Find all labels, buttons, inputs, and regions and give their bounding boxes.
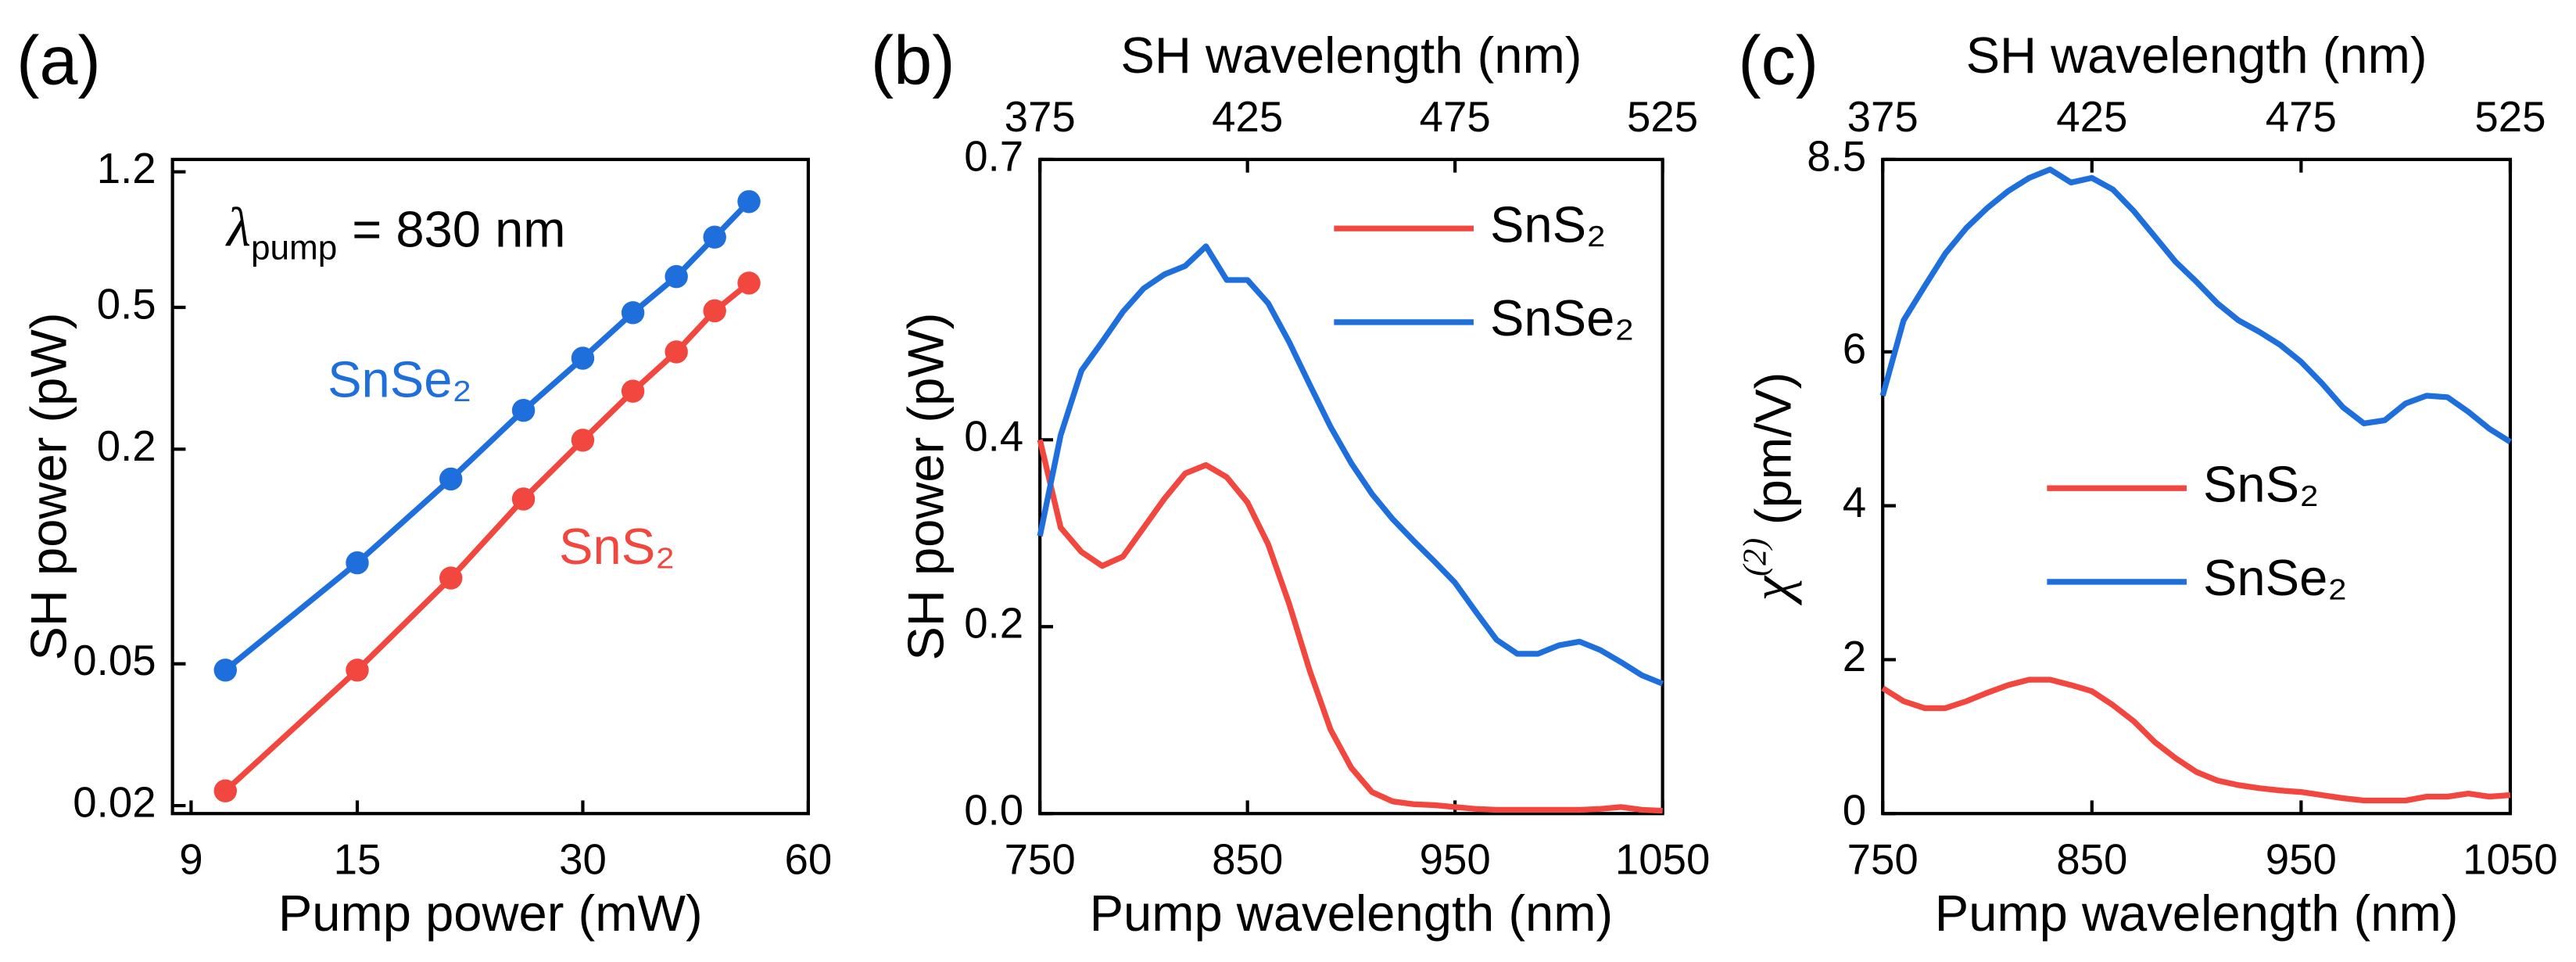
data-point [665,264,688,289]
data-point [571,429,595,452]
x-tick-label: 950 [2266,836,2337,884]
x2-tick-label: 475 [1420,93,1491,141]
series-label: SnS₂ [559,518,675,575]
y-tick-label: 0.2 [964,600,1023,648]
x-tick-label: 850 [2056,836,2127,884]
x-axis-label: Pump wavelength (nm) [1090,885,1614,942]
x2-tick-label: 525 [2474,93,2546,141]
x2-tick-label: 425 [1212,93,1283,141]
x-tick-label: 850 [1212,836,1283,884]
x-tick-label: 750 [1847,836,1919,884]
x-tick-label: 30 [559,836,607,884]
x-tick-label: 1050 [2463,836,2558,884]
y-tick-label: 0.2 [97,422,156,470]
y-tick-label: 0.02 [73,779,156,827]
y-tick-label: 0.4 [964,413,1023,461]
x2-tick-label: 375 [1005,93,1076,141]
panel-label: (b) [871,21,955,99]
data-point [621,379,645,403]
y-axis-label: SH power (pW) [897,312,955,660]
y-tick-label: 4 [1843,479,1866,526]
legend-label: SnSe₂ [2203,549,2348,606]
data-point [346,551,369,575]
annotation-subscript: pump [251,228,337,267]
y-tick-label: 8.5 [1807,132,1866,180]
data-point [737,271,761,295]
y-axis-superscript: (2) [1737,538,1773,576]
annotation: λpump = 830 nm [225,197,566,267]
x-tick-label: 15 [334,836,382,884]
y-tick-label: 1.2 [97,145,156,192]
y-axis-unit: (pm/V) [1745,372,1802,525]
annotation-text: = 830 nm [352,201,565,258]
y-tick-label: 0 [1843,787,1866,835]
data-point [665,340,688,364]
legend-label: SnS₂ [2203,455,2319,512]
x2-axis-label: SH wavelength (nm) [1966,27,2427,84]
series-line [1879,166,2512,445]
data-point [621,301,645,325]
series-line [1037,243,1664,687]
data-point [439,566,463,590]
data-point [213,779,237,802]
y-tick-label: 0.7 [964,132,1023,180]
y-tick-label: 0.0 [964,787,1023,835]
y-axis-symbol: χ [1741,575,1803,605]
data-point [439,467,463,491]
panel-label: (c) [1738,21,1818,99]
y-tick-label: 6 [1843,325,1866,372]
plot-frame [1881,157,2513,816]
x-axis-label: Pump wavelength (nm) [1935,885,2459,942]
y-tick-label: 0.05 [73,637,156,684]
y-tick-label: 2 [1843,633,1866,680]
plot-frame [1038,157,1664,816]
plot-frame [170,157,810,816]
x2-tick-label: 425 [2056,93,2127,141]
data-point [703,299,726,323]
data-point [346,659,369,682]
y-axis-label: SH power (pW) [20,312,77,660]
data-point [703,225,726,249]
x2-tick-label: 525 [1627,93,1698,141]
series-line [1881,677,2511,804]
x-tick-label: 1050 [1615,836,1711,884]
legend-label: SnSe₂ [1490,289,1635,346]
x-axis-label: Pump power (mW) [278,885,703,942]
x-tick-label: 60 [785,836,833,884]
data-point [511,487,536,511]
y-axis-label: χ(2) (pm/V) [1737,372,1803,606]
x-tick-label: 950 [1420,836,1491,884]
x-tick-label: 9 [179,836,202,884]
data-point [213,659,237,682]
annotation-symbol: λ [225,197,251,259]
panel-label: (a) [16,21,101,99]
data-point [737,190,761,214]
legend-label: SnS₂ [1490,196,1606,253]
series-label: SnSe₂ [328,351,472,408]
series-line [1037,439,1663,814]
x2-tick-label: 475 [2266,93,2337,141]
x2-tick-label: 375 [1847,93,1919,141]
x2-axis-label: SH wavelength (nm) [1120,27,1582,84]
data-point [511,398,536,422]
y-tick-label: 0.5 [97,280,156,328]
x-tick-label: 750 [1005,836,1076,884]
data-point [571,346,595,370]
